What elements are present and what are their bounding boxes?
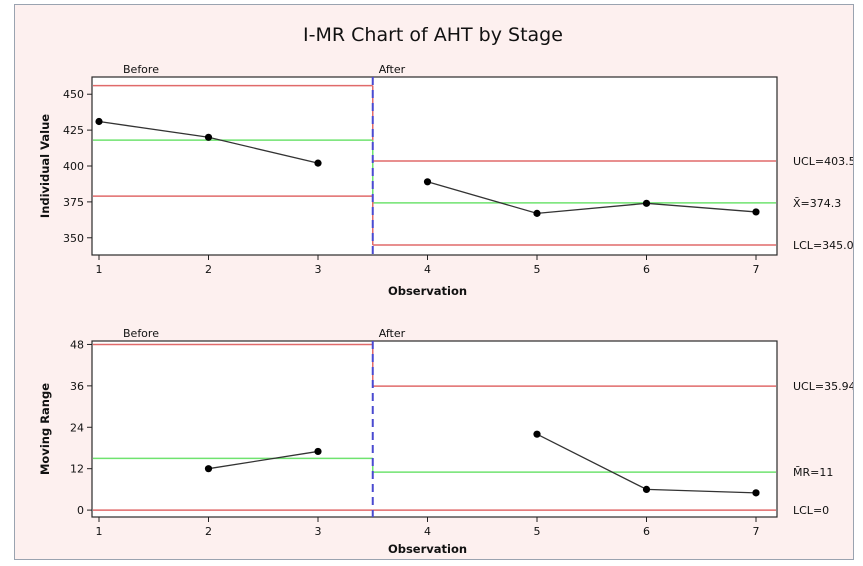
data-point bbox=[314, 447, 322, 456]
data-point bbox=[314, 159, 322, 167]
x-tick-label: 6 bbox=[643, 525, 650, 538]
y-tick-label: 0 bbox=[77, 504, 84, 517]
x-tick-label: 1 bbox=[96, 525, 103, 538]
x-tick-label: 7 bbox=[753, 263, 760, 276]
y-tick-label: 375 bbox=[63, 196, 84, 209]
imr-chart: I-MR Chart of AHT by Stage 3503754004254… bbox=[38, 24, 853, 556]
x-tick-label: 6 bbox=[643, 263, 650, 276]
stage-label: After bbox=[379, 63, 406, 76]
y-tick-label: 350 bbox=[63, 232, 84, 245]
y-axis-title: Moving Range bbox=[38, 383, 52, 475]
x-tick-label: 5 bbox=[534, 525, 541, 538]
x-tick-label: 4 bbox=[424, 263, 431, 276]
data-point bbox=[204, 133, 213, 141]
stage-label: Before bbox=[123, 327, 159, 340]
series-line bbox=[427, 181, 757, 215]
reference-label: LCL=345.0 bbox=[793, 239, 853, 252]
stage-label: Before bbox=[123, 63, 159, 76]
data-point bbox=[642, 199, 651, 207]
data-point bbox=[533, 430, 541, 438]
y-tick-label: 400 bbox=[63, 160, 84, 173]
data-point bbox=[533, 209, 541, 217]
y-tick-label: 12 bbox=[70, 463, 84, 476]
data-point bbox=[752, 208, 760, 216]
data-point bbox=[95, 117, 103, 126]
y-tick-label: 36 bbox=[70, 380, 84, 393]
y-tick-label: 425 bbox=[63, 124, 84, 137]
chart-title: I-MR Chart of AHT by Stage bbox=[303, 24, 563, 46]
reference-label: UCL=35.94 bbox=[793, 380, 853, 393]
x-tick-label: 4 bbox=[424, 525, 431, 538]
x-tick-label: 1 bbox=[96, 263, 103, 276]
reference-label: X̄=374.3 bbox=[793, 197, 841, 210]
x-tick-label: 7 bbox=[753, 525, 760, 538]
data-point bbox=[423, 178, 432, 186]
y-axis-title: Individual Value bbox=[38, 114, 52, 218]
data-point bbox=[752, 489, 760, 497]
x-tick-label: 3 bbox=[315, 525, 322, 538]
x-axis-title: Observation bbox=[388, 284, 467, 298]
y-tick-label: 24 bbox=[70, 421, 84, 434]
x-axis-title: Observation bbox=[388, 542, 467, 556]
stage-label: After bbox=[379, 327, 406, 340]
plot-area bbox=[91, 76, 778, 256]
data-point bbox=[642, 485, 651, 493]
data-point bbox=[204, 465, 213, 473]
reference-label: M̄R=11 bbox=[793, 466, 833, 479]
reference-label: LCL=0 bbox=[793, 504, 829, 517]
chart-frame: I-MR Chart of AHT by Stage 350 375 400 425 4… bbox=[14, 4, 854, 560]
x-tick-label: 2 bbox=[205, 525, 212, 538]
x-tick-label: 2 bbox=[205, 263, 212, 276]
y-tick-label: 450 bbox=[63, 88, 84, 101]
series-line bbox=[208, 450, 319, 470]
x-tick-label: 5 bbox=[534, 263, 541, 276]
x-tick-label: 3 bbox=[315, 263, 322, 276]
y-tick-label: 48 bbox=[70, 338, 84, 351]
reference-label: UCL=403.5 bbox=[793, 155, 853, 168]
individual-value-panel: 350 375 400 425 450 1 2 3 4 5 6 7 Observation Individ… bbox=[38, 63, 853, 298]
plot-area bbox=[91, 340, 778, 518]
